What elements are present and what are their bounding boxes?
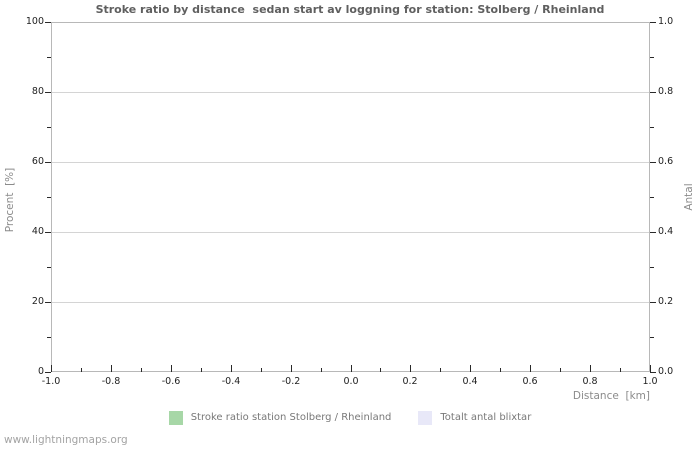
y-left-tick-label: 0 [37, 366, 44, 377]
y-right-tick-label: 0.0 [658, 366, 674, 377]
y-left-major-tick [45, 372, 51, 373]
y-axis-label-left: Procent [%] [4, 167, 16, 233]
y-right-major-tick [650, 22, 656, 23]
x-tick-label: -0.4 [221, 376, 241, 387]
legend: Stroke ratio station Stolberg / Rheinlan… [0, 411, 700, 425]
y-left-tick-label: 40 [31, 226, 44, 237]
y-left-major-tick [45, 232, 51, 233]
y-right-minor-tick [650, 197, 654, 198]
x-tick-label: -0.6 [161, 376, 181, 387]
x-tick-label: 0.6 [522, 376, 538, 387]
legend-swatch-total-strokes-icon [418, 411, 433, 425]
x-major-tick [530, 365, 531, 372]
y-right-tick-label: 0.8 [658, 86, 674, 97]
y-axis-label-right: Antal [683, 183, 695, 211]
y-left-minor-tick [47, 197, 51, 198]
y-right-tick-label: 0.2 [658, 296, 674, 307]
x-tick-label: 1.0 [642, 376, 658, 387]
x-axis-label: Distance [km] [572, 390, 650, 402]
y-left-tick-label: 60 [31, 156, 44, 167]
legend-label-total-strokes: Totalt antal blixtar [440, 412, 532, 423]
y-right-tick-label: 0.6 [658, 156, 674, 167]
x-major-tick [111, 365, 112, 372]
x-major-tick [51, 365, 52, 372]
y-left-minor-tick [47, 57, 51, 58]
x-minor-tick [440, 368, 441, 372]
y-right-major-tick [650, 162, 656, 163]
gridline [52, 302, 649, 303]
plot-area [51, 22, 650, 372]
x-minor-tick [560, 368, 561, 372]
legend-label-stroke-ratio: Stroke ratio station Stolberg / Rheinlan… [190, 412, 392, 423]
x-tick-label: -0.8 [101, 376, 121, 387]
x-tick-label: -0.2 [281, 376, 301, 387]
y-left-tick-label: 100 [25, 16, 44, 27]
x-minor-tick [261, 368, 262, 372]
x-minor-tick [81, 368, 82, 372]
y-right-minor-tick [650, 337, 654, 338]
x-major-tick [171, 365, 172, 372]
x-major-tick [351, 365, 352, 372]
chart-title: Stroke ratio by distance sedan start av … [95, 3, 605, 16]
gridline [52, 92, 649, 93]
y-right-major-tick [650, 302, 656, 303]
y-right-tick-label: 0.4 [658, 226, 674, 237]
x-major-tick [410, 365, 411, 372]
y-left-tick-label: 80 [31, 86, 44, 97]
y-right-minor-tick [650, 57, 654, 58]
y-left-minor-tick [47, 267, 51, 268]
gridline [52, 232, 649, 233]
x-major-tick [650, 365, 651, 372]
y-right-major-tick [650, 372, 656, 373]
x-major-tick [590, 365, 591, 372]
x-major-tick [470, 365, 471, 372]
y-left-tick-label: 20 [31, 296, 44, 307]
y-right-major-tick [650, 92, 656, 93]
x-minor-tick [321, 368, 322, 372]
x-minor-tick [380, 368, 381, 372]
y-right-major-tick [650, 232, 656, 233]
y-right-tick-label: 1.0 [658, 16, 674, 27]
x-major-tick [231, 365, 232, 372]
y-left-major-tick [45, 302, 51, 303]
x-tick-label: 0.8 [582, 376, 598, 387]
watermark-link[interactable]: www.lightningmaps.org [4, 434, 128, 446]
y-left-minor-tick [47, 127, 51, 128]
x-tick-label: 0.4 [462, 376, 478, 387]
x-major-tick [291, 365, 292, 372]
x-minor-tick [201, 368, 202, 372]
x-minor-tick [500, 368, 501, 372]
x-tick-label: -1.0 [41, 376, 61, 387]
legend-entry-total-strokes: Totalt antal blixtar [418, 411, 531, 425]
y-right-minor-tick [650, 127, 654, 128]
x-minor-tick [141, 368, 142, 372]
legend-swatch-stroke-ratio-icon [168, 411, 183, 425]
y-left-minor-tick [47, 337, 51, 338]
y-left-major-tick [45, 162, 51, 163]
gridline [52, 162, 649, 163]
x-minor-tick [620, 368, 621, 372]
y-left-major-tick [45, 92, 51, 93]
y-right-minor-tick [650, 267, 654, 268]
y-left-major-tick [45, 22, 51, 23]
x-tick-label: 0.0 [343, 376, 359, 387]
x-tick-label: 0.2 [402, 376, 418, 387]
legend-entry-stroke-ratio: Stroke ratio station Stolberg / Rheinlan… [168, 411, 392, 425]
